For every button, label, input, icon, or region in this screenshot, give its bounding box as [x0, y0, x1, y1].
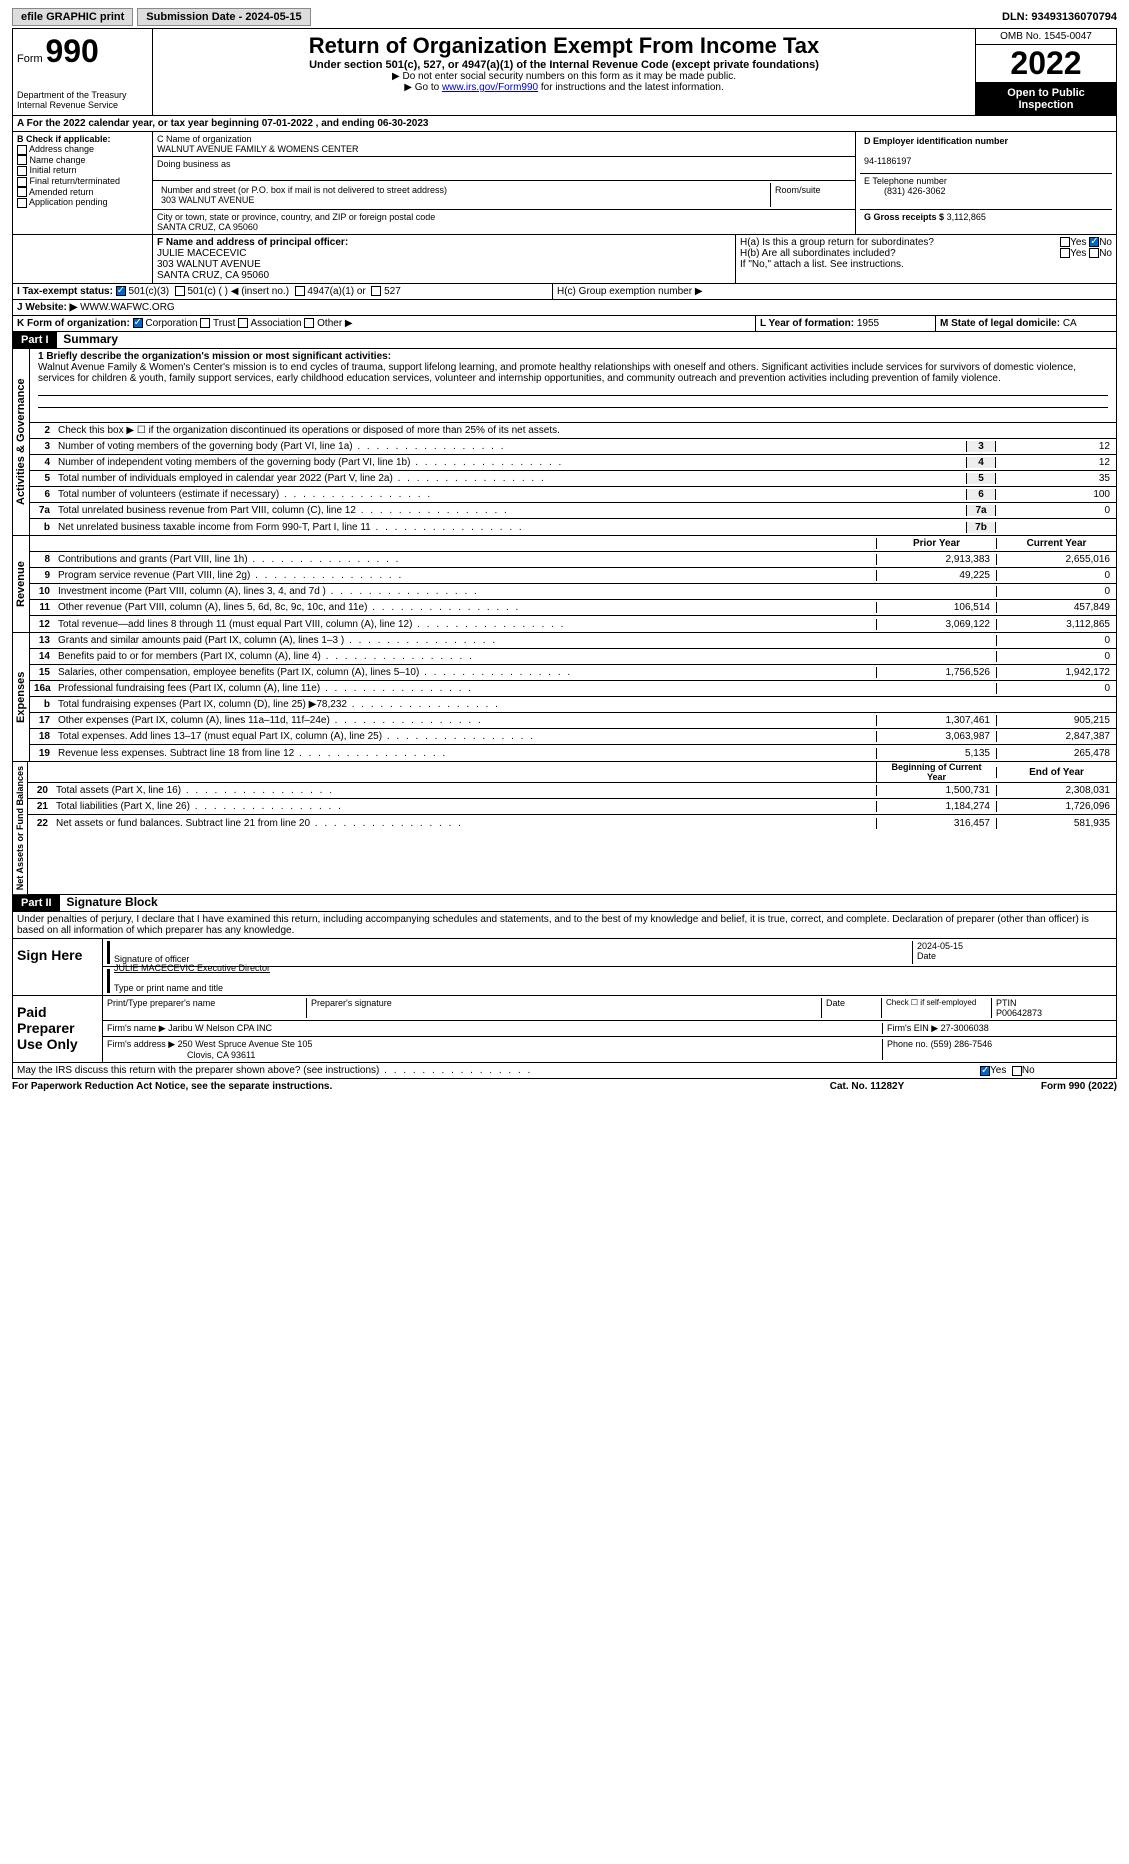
city: SANTA CRUZ, CA 95060: [157, 222, 258, 232]
row-a: A For the 2022 calendar year, or tax yea…: [12, 116, 1117, 132]
may-discuss: May the IRS discuss this return with the…: [12, 1063, 1117, 1079]
firm-addr: 250 West Spruce Avenue Ste 105: [178, 1039, 313, 1049]
col-b: B Check if applicable: Address change Na…: [13, 132, 153, 234]
cb-may-no[interactable]: [1012, 1066, 1022, 1076]
ptin: P00642873: [996, 1008, 1042, 1018]
part1-header: Part I Summary: [12, 332, 1117, 349]
cb-4947[interactable]: [295, 286, 305, 296]
col-d: D Employer identification number 94-1186…: [856, 132, 1116, 234]
row-klm: K Form of organization: Corporation Trus…: [12, 316, 1117, 332]
cb-hb-yes[interactable]: [1060, 248, 1070, 258]
cb-other[interactable]: [304, 318, 314, 328]
declaration: Under penalties of perjury, I declare th…: [12, 912, 1117, 939]
part2-header: Part II Signature Block: [12, 895, 1117, 912]
part1-exp: Expenses 13Grants and similar amounts pa…: [12, 633, 1117, 762]
col-c: C Name of organization WALNUT AVENUE FAM…: [153, 132, 856, 234]
form-subtitle: Under section 501(c), 527, or 4947(a)(1)…: [157, 59, 971, 71]
dept: Department of the Treasury: [17, 90, 148, 100]
officer-name: JULIE MACECEVIC: [157, 248, 246, 259]
cb-hb-no[interactable]: [1089, 248, 1099, 258]
gross-receipts: 3,112,865: [947, 212, 986, 222]
vlabel-rev: Revenue: [13, 536, 30, 632]
prep-phone: (559) 286-7546: [931, 1039, 993, 1049]
vlabel-exp: Expenses: [13, 633, 30, 761]
vlabel-net: Net Assets or Fund Balances: [13, 762, 28, 894]
form-header: Form 990 Department of the Treasury Inte…: [12, 28, 1117, 116]
submission-btn[interactable]: Submission Date - 2024-05-15: [137, 8, 310, 26]
cb-assoc[interactable]: [238, 318, 248, 328]
efile-btn[interactable]: efile GRAPHIC print: [12, 8, 133, 26]
row-j: J Website: ▶ WWW.WAFWC.ORG: [12, 300, 1117, 316]
irs-link[interactable]: www.irs.gov/Form990: [442, 82, 538, 93]
row-fh: F Name and address of principal officer:…: [12, 235, 1117, 284]
form-label: Form: [17, 53, 43, 65]
org-name: WALNUT AVENUE FAMILY & WOMENS CENTER: [157, 144, 359, 154]
year-formed: 1955: [857, 318, 879, 329]
cb-may-yes[interactable]: [980, 1066, 990, 1076]
irs: Internal Revenue Service: [17, 100, 148, 110]
cb-corp[interactable]: [133, 318, 143, 328]
cb-initial[interactable]: [17, 166, 27, 176]
part1-net: Net Assets or Fund Balances Beginning of…: [12, 762, 1117, 895]
cb-amended[interactable]: [17, 187, 27, 197]
note-link: Go to www.irs.gov/Form990 for instructio…: [157, 82, 971, 93]
top-bar: efile GRAPHIC print Submission Date - 20…: [12, 8, 1117, 26]
cb-name[interactable]: [17, 155, 27, 165]
omb: OMB No. 1545-0047: [976, 29, 1116, 45]
cb-527[interactable]: [371, 286, 381, 296]
cb-501c3[interactable]: [116, 286, 126, 296]
cb-pending[interactable]: [17, 198, 27, 208]
cb-ha-yes[interactable]: [1060, 237, 1070, 247]
tax-year: 2022: [976, 45, 1116, 83]
cb-501c[interactable]: [175, 286, 185, 296]
part1-rev: Revenue Prior YearCurrent Year 8Contribu…: [12, 536, 1117, 633]
mission-text: Walnut Avenue Family & Women's Center's …: [38, 362, 1076, 384]
sig-block: Sign Here Signature of officer 2024-05-1…: [12, 939, 1117, 1063]
street: 303 WALNUT AVENUE: [161, 195, 254, 205]
cb-address[interactable]: [17, 145, 27, 155]
ein: 94-1186197: [864, 156, 911, 166]
section-bcd: B Check if applicable: Address change Na…: [12, 132, 1117, 235]
cb-ha-no[interactable]: [1089, 237, 1099, 247]
firm-name: Jaribu W Nelson CPA INC: [168, 1023, 272, 1033]
firm-ein: 27-3006038: [941, 1023, 989, 1033]
note-ssn: Do not enter social security numbers on …: [157, 71, 971, 82]
dln: DLN: 93493136070794: [1002, 11, 1117, 23]
open-public: Open to Public Inspection: [976, 83, 1116, 115]
website: WWW.WAFWC.ORG: [80, 302, 175, 313]
form-title: Return of Organization Exempt From Incom…: [157, 33, 971, 59]
form-number: 990: [45, 33, 98, 69]
vlabel-gov: Activities & Governance: [13, 349, 30, 535]
cb-final[interactable]: [17, 177, 27, 187]
part1-gov: Activities & Governance 1 Briefly descri…: [12, 349, 1117, 536]
row-i: I Tax-exempt status: 501(c)(3) 501(c) ( …: [12, 284, 1117, 300]
phone: (831) 426-3062: [864, 186, 946, 196]
footer: For Paperwork Reduction Act Notice, see …: [12, 1079, 1117, 1094]
cb-trust[interactable]: [200, 318, 210, 328]
domicile: CA: [1063, 318, 1077, 329]
